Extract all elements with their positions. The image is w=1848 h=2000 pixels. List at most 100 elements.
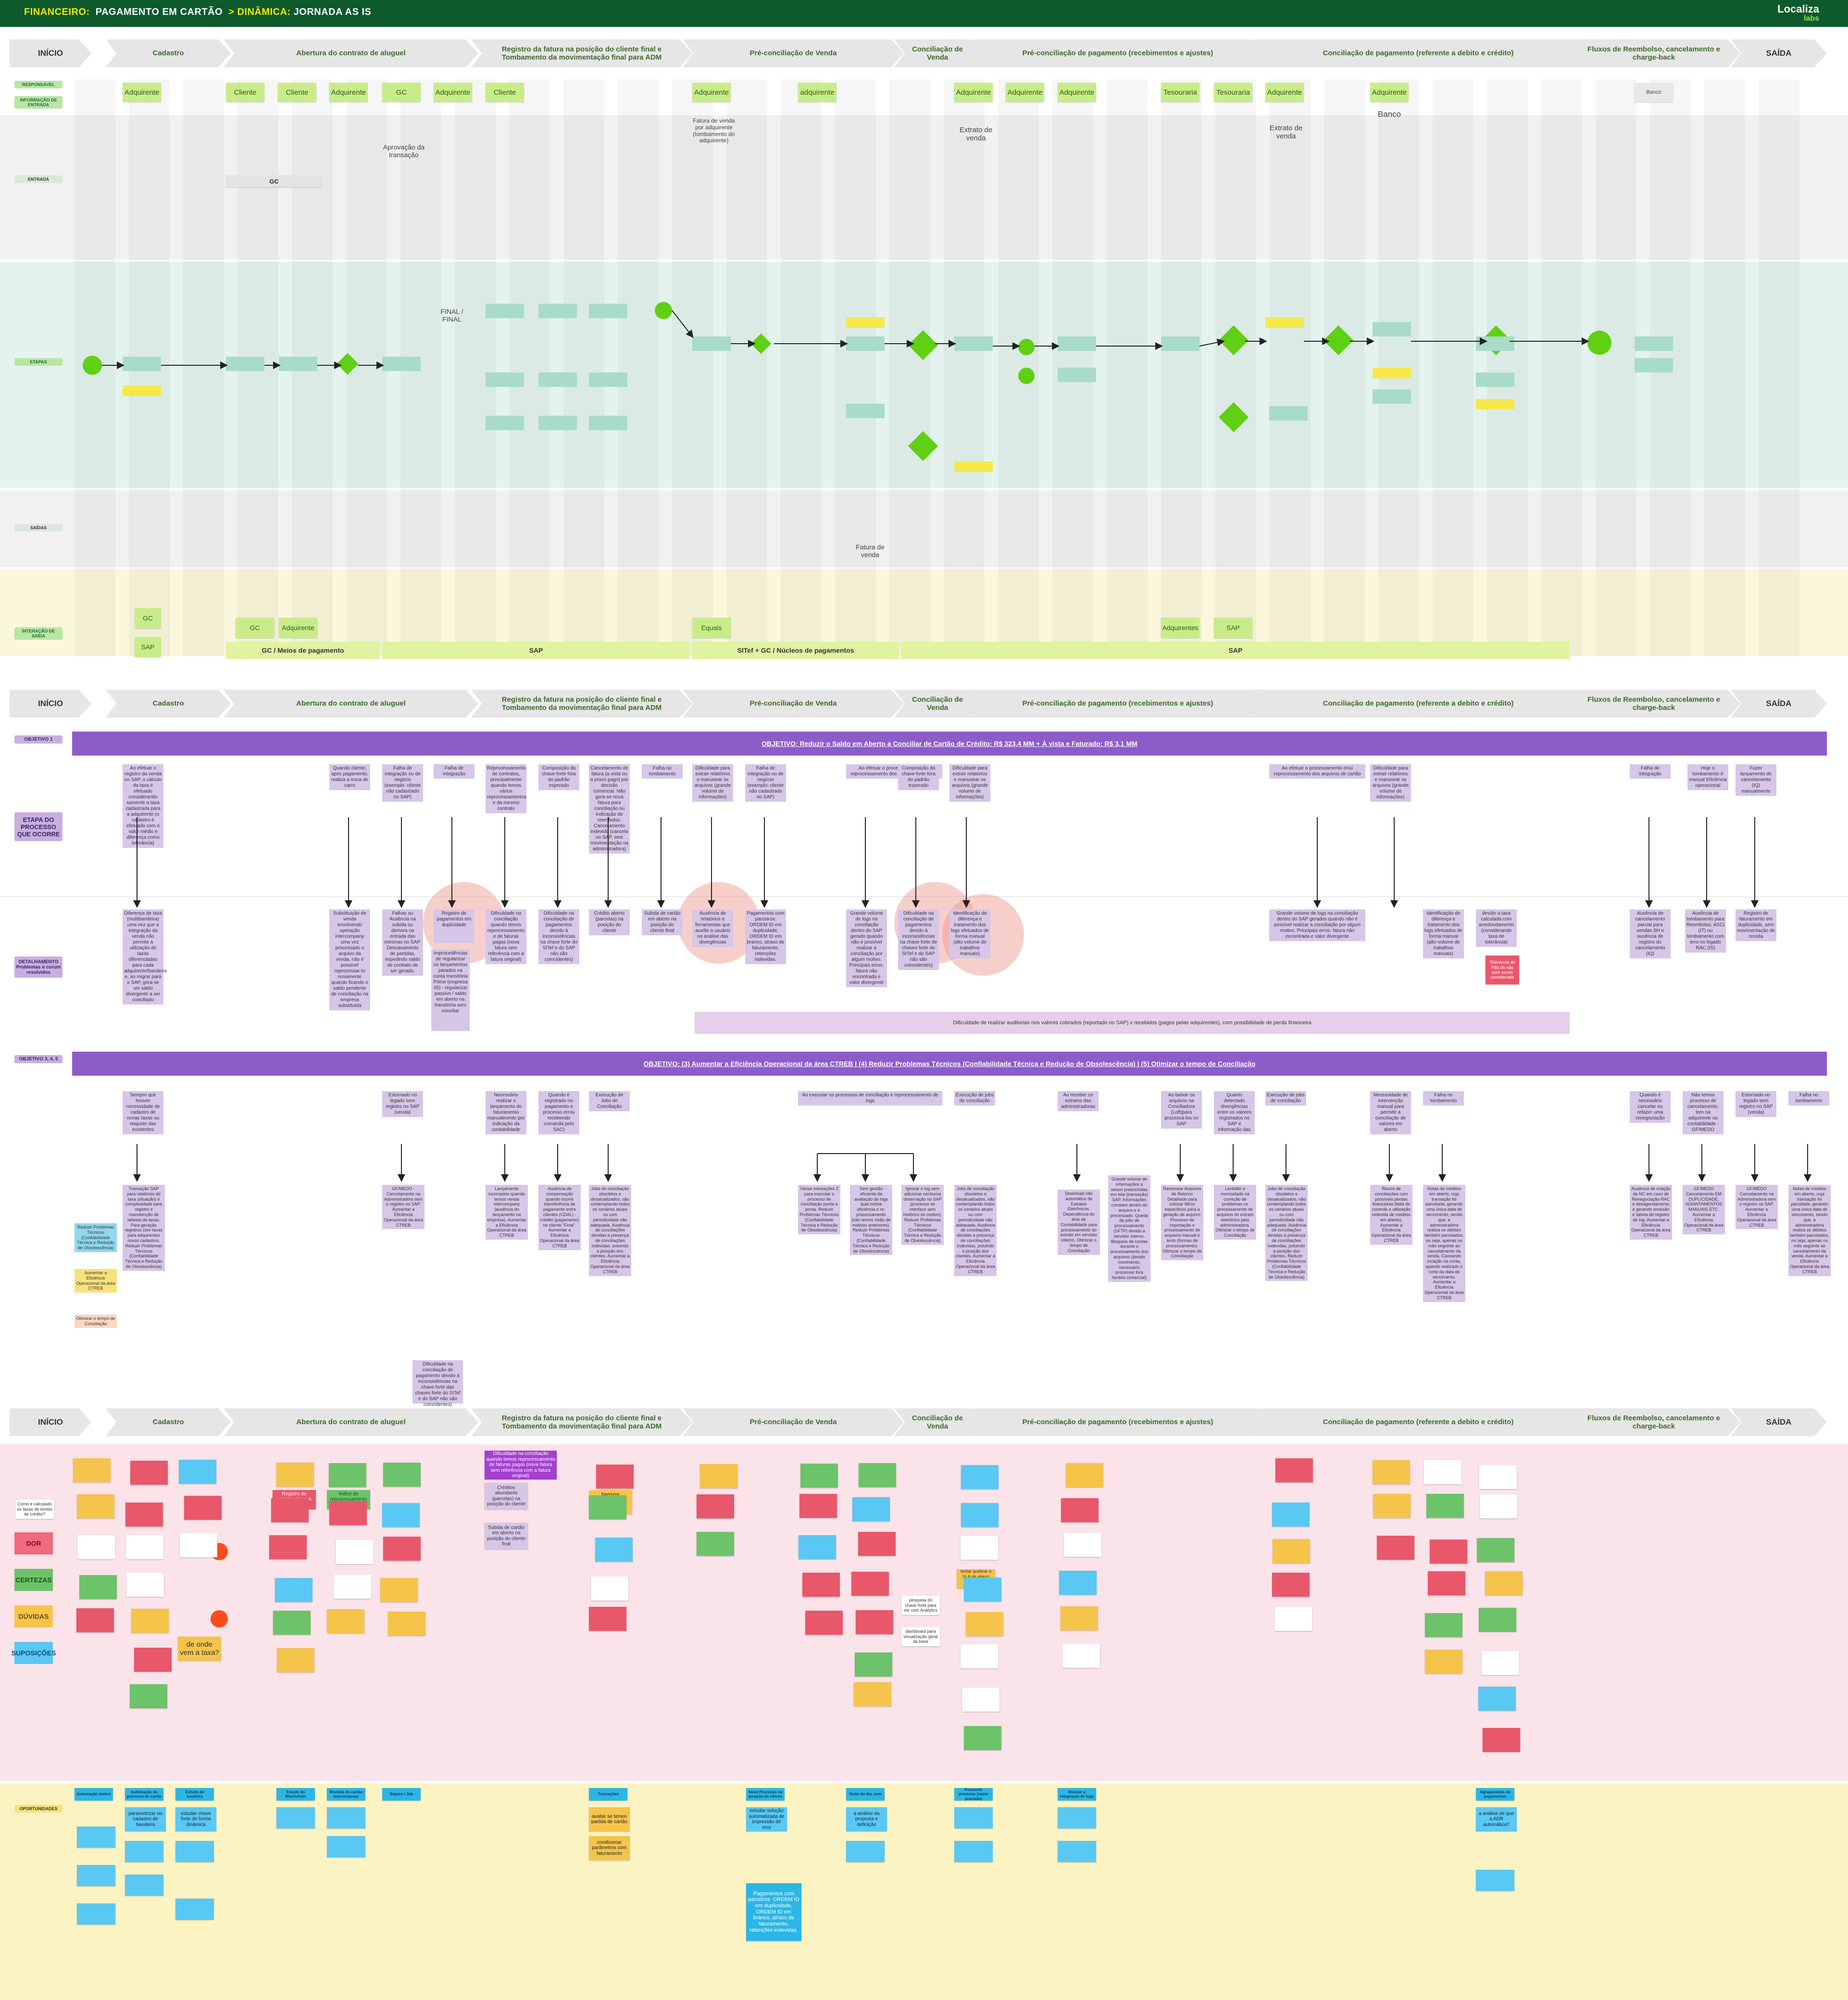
oportunidade-card [276, 1807, 315, 1828]
board-pesquisa: pesquisa do chave forte para ver com Ana… [901, 1596, 940, 1615]
responsavel-card: GC [382, 83, 421, 102]
oportunidade-card [1058, 1807, 1096, 1828]
board-dificuldade: Dificuldade na conciliação quando temos … [485, 1451, 557, 1479]
board-sticky [276, 1463, 314, 1487]
oportunidade-card: avaliar se temos partida de cartão [589, 1807, 630, 1831]
detalhe-card: devido a taxa calculada com arredondamen… [1476, 909, 1517, 947]
system-sap-2: SAP [901, 642, 1570, 659]
oportunidade-card [77, 1903, 115, 1925]
obj345-bottom-card: Download não automático de Extratos Elet… [1058, 1190, 1100, 1255]
board-sticky [964, 1578, 1001, 1602]
board-sticky [805, 1611, 843, 1635]
process-step-box [486, 373, 524, 387]
row-label-responsavel: RESPONSÁVEL [14, 81, 62, 88]
process-step-box [1058, 368, 1096, 382]
board-sticky [134, 1648, 172, 1672]
oportunidade-header: Agrupamento de pagamentos [1476, 1788, 1514, 1801]
process-note-sticky [123, 385, 161, 396]
process-note-sticky [1373, 368, 1411, 378]
oportunidade-card: estudar solução automatizada de impressã… [746, 1807, 787, 1831]
obj345-top-card: Quanto detectado divergências entre os v… [1214, 1091, 1255, 1134]
legend-duvidas: DÚVIDAS [14, 1605, 53, 1627]
board-sticky [1477, 1538, 1514, 1562]
oportunidade-card [77, 1865, 115, 1886]
board-sticky [854, 1682, 891, 1706]
obj345-bottom-card: Renomear Arquivos de Retorno Detalhado p… [1161, 1185, 1203, 1261]
board-sticky [591, 1577, 628, 1601]
responsavel-card: Banco [1635, 83, 1673, 102]
process-step-box [1476, 373, 1514, 387]
obj345-top-card: Falha no tombamento [1788, 1091, 1829, 1106]
detalhe-card: Ausência de relatórios e ferramentas que… [692, 909, 733, 947]
row-label-entrada: ENTRADA [14, 175, 62, 183]
oportunidade-card: estudar chave forte de forma dinâmica [175, 1807, 216, 1831]
board-sticky [1479, 1465, 1517, 1489]
objetivo-345-banner: OBJETIVO: (3) Aumentar a Eficiência Oper… [72, 1052, 1827, 1076]
board-sticky [595, 1538, 633, 1562]
obj345-top-card: Estornado no legado sem registro no SAP … [382, 1091, 423, 1117]
etapa-card: Ao efetuar o processamento e/ou reproces… [1269, 764, 1365, 779]
process-step-box [123, 357, 161, 371]
board-sticky [271, 1498, 309, 1522]
responsavel-card: Adquirente [954, 83, 993, 102]
responsavel-card: Adquirente [1370, 83, 1409, 102]
board-sticky [130, 1461, 168, 1485]
interacao-card: Equals [692, 618, 731, 638]
board-sticky [589, 1495, 626, 1519]
obj345-bottom-card: Jobs de conciliação obsoletos e desatual… [589, 1185, 631, 1276]
oport-pagamentos: Pagamentos com parceiros: ORDEM ID em du… [746, 1883, 801, 1941]
extrato-note-2: Extrato de venda [1269, 124, 1303, 141]
breadcrumb: FINANCEIRO: PAGAMENTO EM CARTÃO > DINÂMI… [24, 7, 372, 17]
extrato-note-1: Extrato de venda [959, 126, 993, 143]
board-sticky [126, 1573, 164, 1597]
process-step-box [1373, 389, 1411, 404]
phase-5: Conciliação de Venda [894, 1408, 981, 1436]
obj345-top-card: Ao baixar os arquivos na Conciliadora (L… [1161, 1091, 1202, 1129]
obj345-top-card: Ao receber os extratos das administrador… [1058, 1091, 1099, 1111]
phase-8: Fluxos de Reembolso, cancelamento e char… [1567, 1408, 1740, 1436]
process-step-box [1058, 336, 1096, 351]
responsavel-card: Adquirente [434, 83, 472, 102]
process-note-sticky [1476, 399, 1514, 410]
responsavel-card: Adquirente [1006, 83, 1044, 102]
board-dashboard: dashboard para visualização geral da bas… [901, 1627, 940, 1646]
responsavel-card: adquirente [798, 83, 837, 102]
oportunidade-header: Transações [589, 1788, 627, 1801]
final-note: FINAL / FINAL [440, 308, 463, 323]
obj345-bottom-card: Notas de créditos em aberto, cuja transa… [1788, 1185, 1831, 1276]
objetivo-1-banner: OBJETIVO: Reduzir o Saldo em Aberto a Co… [72, 732, 1827, 756]
board-sticky [856, 1610, 893, 1634]
detalhe-card: Grande volume de logs na conciliação den… [1269, 909, 1365, 941]
process-step-box [589, 416, 627, 430]
obj345-bottom-card: Jobs de conciliação obsoletos e desatual… [954, 1185, 997, 1276]
board-sticky [589, 1607, 626, 1631]
process-step-box [846, 404, 885, 418]
oportunidade-card [175, 1899, 214, 1920]
phase-2: Abertura do contrato de aluguel [224, 1408, 478, 1436]
board-sticky [961, 1536, 998, 1560]
etapa-card: Quando cliente, após pagamento, realiza … [329, 764, 370, 790]
row-label-saidas: SAÍDAS [14, 524, 62, 532]
obj345-bottom-card: Ignorar o log sem adicionar nenhuma obse… [901, 1185, 944, 1245]
board-subida: Subida de cartão em aberto na posição do… [485, 1523, 528, 1549]
etapa-card: Falha de integração [1630, 764, 1671, 779]
process-step-box [486, 304, 524, 318]
detalhe-card: Crédito aberto (parcelas) na posição do … [589, 909, 630, 935]
etapa-card: Fazer lançamento de cancelamento (IQ) ma… [1736, 764, 1776, 796]
process-note-sticky [846, 317, 885, 328]
process-step-box [382, 357, 421, 371]
board-sticky [275, 1578, 312, 1602]
oportunidade-card: condicionar parâmetros com faturamento [589, 1836, 630, 1860]
oportunidade-card [327, 1807, 365, 1828]
board-sticky [1274, 1607, 1312, 1631]
board-sticky [180, 1533, 217, 1557]
board-sticky [1426, 1494, 1464, 1518]
oportunidade-header: Seguro / Job [382, 1788, 421, 1801]
detalhe-card: Ausência de tombamento para Reembolso, A… [1685, 909, 1726, 953]
flow-node [655, 302, 672, 319]
oportunidade-card [846, 1841, 885, 1862]
process-note-sticky [954, 461, 993, 472]
detalhe-card: Identificação de diferença e tratamento … [949, 909, 990, 958]
detalhe-card: Pagamentos com parceiros: ORDEM ID em du… [745, 909, 786, 964]
responsavel-card: Adquirente [123, 83, 161, 102]
